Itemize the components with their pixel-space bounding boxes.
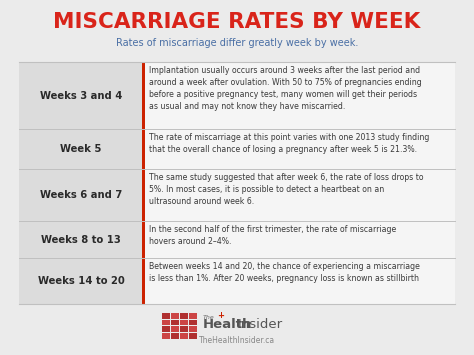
Bar [19, 222, 143, 258]
Bar [162, 333, 170, 339]
Bar [19, 129, 143, 169]
Text: Health: Health [203, 318, 252, 331]
Bar [142, 169, 145, 222]
Bar [171, 327, 179, 332]
Text: The same study suggested that after week 6, the rate of loss drops to
5%. In mos: The same study suggested that after week… [149, 173, 424, 206]
Bar [19, 62, 143, 129]
Text: Weeks 14 to 20: Weeks 14 to 20 [38, 276, 125, 286]
Bar [180, 327, 188, 332]
Text: TheHealthInsider.ca: TheHealthInsider.ca [199, 335, 275, 345]
Text: Rates of miscarriage differ greatly week by week.: Rates of miscarriage differ greatly week… [116, 38, 358, 48]
Text: Between weeks 14 and 20, the chance of experiencing a miscarriage
is less than 1: Between weeks 14 and 20, the chance of e… [149, 262, 420, 283]
Text: Weeks 8 to 13: Weeks 8 to 13 [41, 235, 121, 245]
Text: +: + [218, 311, 224, 320]
Text: Week 5: Week 5 [60, 144, 102, 154]
Bar [142, 129, 145, 169]
Bar [180, 313, 188, 319]
Bar [171, 320, 179, 325]
Text: The: The [203, 315, 215, 320]
Bar [189, 327, 197, 332]
Text: In the second half of the first trimester, the rate of miscarriage
hovers around: In the second half of the first trimeste… [149, 225, 397, 246]
Text: Implantation usually occurs around 3 weeks after the last period and
around a we: Implantation usually occurs around 3 wee… [149, 66, 422, 111]
Bar [143, 222, 455, 258]
Bar [143, 169, 455, 222]
Text: Weeks 3 and 4: Weeks 3 and 4 [40, 91, 122, 101]
Bar [180, 320, 188, 325]
Bar [143, 258, 455, 304]
Bar [19, 169, 143, 222]
Bar [171, 313, 179, 319]
Bar [171, 333, 179, 339]
Bar [189, 320, 197, 325]
Bar [162, 320, 170, 325]
Bar [142, 62, 145, 129]
Bar [19, 258, 143, 304]
Bar [180, 333, 188, 339]
Text: Weeks 6 and 7: Weeks 6 and 7 [40, 190, 122, 201]
Text: MISCARRIAGE RATES BY WEEK: MISCARRIAGE RATES BY WEEK [54, 12, 420, 32]
Bar [142, 222, 145, 258]
Text: The rate of miscarriage at this point varies with one 2013 study finding
that th: The rate of miscarriage at this point va… [149, 133, 430, 154]
Bar [189, 333, 197, 339]
Bar [162, 313, 170, 319]
Bar [162, 327, 170, 332]
Bar [143, 129, 455, 169]
Bar [143, 62, 455, 129]
Text: Insider: Insider [237, 318, 283, 331]
Bar [189, 313, 197, 319]
Bar [142, 258, 145, 304]
